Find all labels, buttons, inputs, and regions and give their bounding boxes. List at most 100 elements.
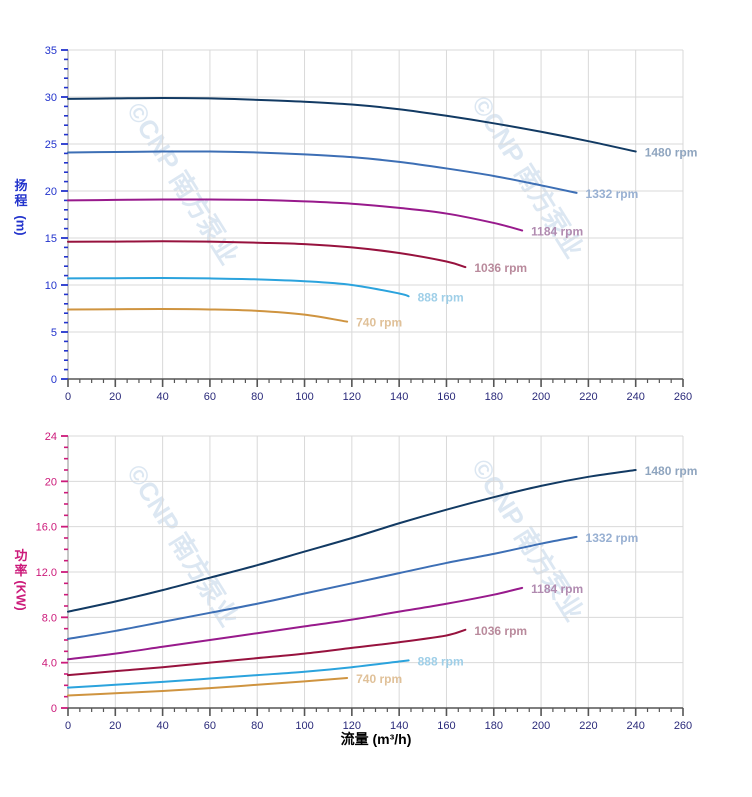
x-tick-label: 260 xyxy=(674,720,692,732)
x-tick-label: 140 xyxy=(390,720,408,732)
series-group: 1480 rpm xyxy=(67,96,698,160)
curve-740-rpm xyxy=(67,676,349,697)
power-y-axis-title: 功率 (KW) xyxy=(4,548,38,611)
x-tick-label: 120 xyxy=(343,720,361,732)
x-tick-label: 20 xyxy=(109,391,121,400)
y-tick-label: 20 xyxy=(45,186,57,198)
series-label: 888 rpm xyxy=(418,290,464,304)
x-tick-label: 260 xyxy=(674,391,692,400)
x-tick-label: 60 xyxy=(204,391,216,400)
x-tick-label: 220 xyxy=(579,391,597,400)
x-tick-label: 0 xyxy=(65,391,71,400)
curve-1036-rpm xyxy=(67,628,467,677)
curve-1184-rpm xyxy=(67,198,524,232)
series-label: 740 rpm xyxy=(356,316,402,330)
series-group: 1184 rpm xyxy=(67,582,583,661)
curve-1480-rpm xyxy=(67,469,637,613)
watermark-text: ©CNP 南方泵业 xyxy=(121,97,244,270)
y-tick-label: 25 xyxy=(45,139,57,151)
y-tick-label: 0 xyxy=(51,374,57,386)
series-group: 1332 rpm xyxy=(67,150,639,201)
series-group: 1184 rpm xyxy=(67,198,583,238)
curve-1184-rpm xyxy=(67,586,524,661)
x-tick-label: 160 xyxy=(437,720,455,732)
series-label: 1480 rpm xyxy=(645,146,698,160)
x-tick-label: 220 xyxy=(579,720,597,732)
y-tick-label: 4.0 xyxy=(42,658,57,670)
series-group: 1036 rpm xyxy=(67,240,527,275)
y-tick-label: 0 xyxy=(51,703,57,715)
x-tick-label: 80 xyxy=(251,391,263,400)
head-y-axis-title: 扬程 (m) xyxy=(4,178,38,236)
x-tick-label: 20 xyxy=(109,720,121,732)
curve-888-rpm xyxy=(67,659,410,689)
power-flow-chart: ©CNP 南方泵业 ©CNP 南方泵业 0 4.0 8.0 12.0 16.0 20 24 0 20… xyxy=(0,400,752,797)
y-tick-label: 30 xyxy=(45,92,57,104)
x-tick-label: 160 xyxy=(437,391,455,400)
series-group: 888 rpm xyxy=(67,276,464,304)
x-tick-label: 240 xyxy=(627,391,645,400)
x-tick-label: 200 xyxy=(532,720,550,732)
x-tick-label: 200 xyxy=(532,391,550,400)
x-tick-label: 180 xyxy=(485,720,503,732)
series-label: 1036 rpm xyxy=(474,261,527,275)
y-tick-label: 10 xyxy=(45,280,57,292)
x-axis-ticks: 0 20 40 60 80 100 120 140 160 180 200 220 240 260 xyxy=(65,708,692,732)
series-label: 888 rpm xyxy=(418,654,464,668)
grid-lines xyxy=(68,435,684,708)
x-tick-label: 180 xyxy=(485,391,503,400)
curve-1036-rpm xyxy=(67,240,467,269)
y-tick-label: 5 xyxy=(51,327,57,339)
x-tick-label: 240 xyxy=(627,720,645,732)
curve-1332-rpm xyxy=(67,150,578,194)
y-tick-label: 20 xyxy=(45,476,57,488)
x-axis-title: 流量 (m³/h) xyxy=(340,731,412,747)
series-group: 1332 rpm xyxy=(67,531,639,640)
x-axis-ticks: 0 20 40 60 80 100 120 140 160 180 200 220 240 260 xyxy=(65,379,692,400)
series-label: 1184 rpm xyxy=(531,224,583,238)
x-tick-label: 40 xyxy=(156,391,168,400)
x-tick-label: 80 xyxy=(251,720,263,732)
series-label: 1184 rpm xyxy=(531,582,583,596)
watermark-group: ©CNP 南方泵业 ©CNP 南方泵业 xyxy=(121,454,589,632)
axis-title-line: 程 xyxy=(14,193,28,208)
x-tick-label: 140 xyxy=(390,391,408,400)
x-tick-label: 100 xyxy=(295,720,313,732)
series-label: 1480 rpm xyxy=(645,464,698,478)
series-label: 1332 rpm xyxy=(586,187,639,201)
x-tick-label: 40 xyxy=(156,720,168,732)
axis-title-line: 扬 xyxy=(14,178,28,193)
x-tick-label: 0 xyxy=(65,720,71,732)
curve-888-rpm xyxy=(67,276,410,298)
curve-1480-rpm xyxy=(67,96,637,153)
curve-740-rpm xyxy=(67,307,349,323)
series-group: 1036 rpm xyxy=(67,624,527,677)
x-tick-label: 60 xyxy=(204,720,216,732)
series-group: 740 rpm xyxy=(67,307,402,330)
series-group: 740 rpm xyxy=(67,672,402,697)
series-label: 1036 rpm xyxy=(474,624,527,638)
series-label: 1332 rpm xyxy=(586,531,639,545)
y-tick-label: 16.0 xyxy=(36,522,57,534)
y-tick-label: 12.0 xyxy=(36,567,57,579)
y-tick-label: 24 xyxy=(45,431,57,443)
axis-title-line: (m) xyxy=(13,215,29,236)
x-tick-label: 120 xyxy=(343,391,361,400)
y-axis-ticks: 0 4.0 8.0 12.0 16.0 20 24 xyxy=(36,431,68,715)
axis-title-line: 功 xyxy=(14,548,28,563)
x-tick-label: 100 xyxy=(295,391,313,400)
y-axis-ticks: 0 5 10 15 20 25 30 35 xyxy=(45,45,68,386)
curve-1332-rpm xyxy=(67,535,578,640)
watermark-text: ©CNP 南方泵业 xyxy=(121,459,244,632)
series-label: 740 rpm xyxy=(356,672,402,686)
y-tick-label: 8.0 xyxy=(42,612,57,624)
y-tick-label: 35 xyxy=(45,45,57,57)
axis-title-line: (KW) xyxy=(13,580,29,611)
y-tick-label: 15 xyxy=(45,233,57,245)
series-group: 888 rpm xyxy=(67,654,464,689)
series-group: 1480 rpm xyxy=(67,464,698,613)
head-flow-chart: ©CNP 南方泵业 ©CNP 南方泵业 0 5 10 15 20 25 30 35 0 20 40 60 8… xyxy=(4,45,698,400)
